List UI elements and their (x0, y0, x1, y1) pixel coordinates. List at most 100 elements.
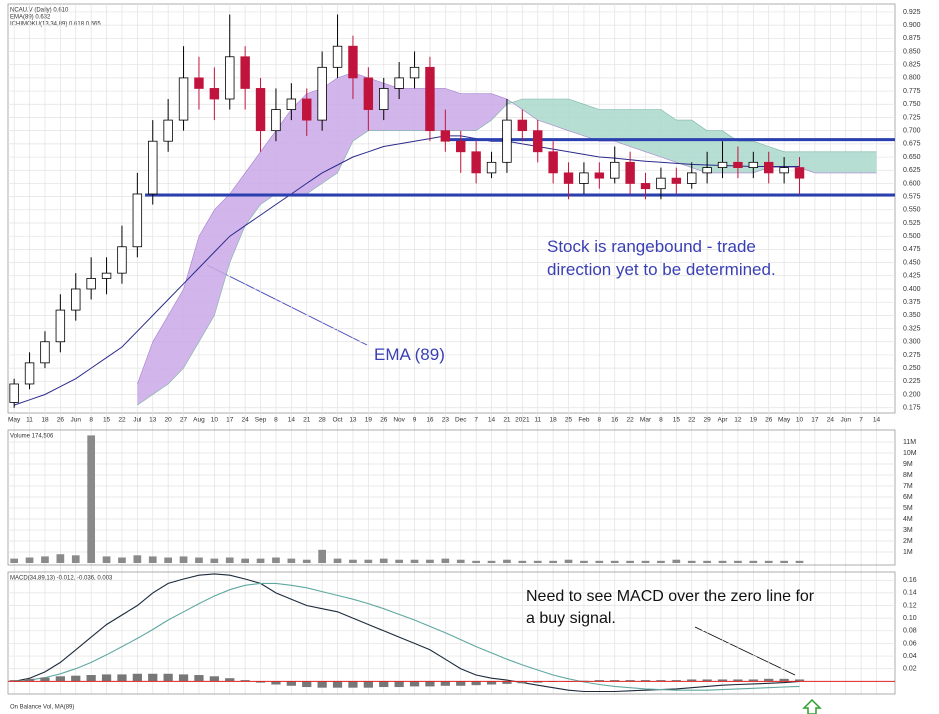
volume-bar (272, 557, 280, 564)
macd-line (14, 582, 800, 691)
y-tick-label: 0.625 (903, 167, 921, 174)
macd-histogram-bar (394, 681, 404, 688)
volume-bar (333, 558, 342, 564)
y-tick-label: 6M (903, 494, 913, 501)
candle-body (671, 177, 682, 184)
volume-bar (379, 558, 388, 564)
candle-body (594, 172, 605, 179)
cloud-segment (537, 98, 554, 126)
volume-bar (395, 559, 403, 564)
candle-body (702, 167, 712, 174)
cloud-segment (861, 151, 877, 173)
x-tick-label: Nov (393, 417, 405, 424)
volume-bar (10, 558, 19, 564)
macd-histogram-bar (317, 681, 327, 688)
volume-bar (472, 560, 480, 564)
cloud-segment (614, 109, 631, 147)
x-tick-label: 9 (413, 417, 417, 424)
x-tick-label: 14 (288, 417, 296, 424)
y-tick-label: 0.325 (903, 325, 921, 332)
x-tick-label: 15 (673, 417, 681, 424)
x-tick-label: 13 (349, 417, 357, 424)
macd-histogram-bar (255, 681, 266, 683)
candle-body (409, 66, 420, 79)
candle-body (394, 77, 404, 89)
macd-histogram-bar (456, 681, 466, 686)
macd-histogram-bar (302, 681, 312, 688)
y-tick-label: 0.575 (903, 193, 921, 200)
x-tick-label: 15 (103, 417, 111, 424)
candle-body (194, 77, 204, 89)
macd-histogram-bar (502, 681, 512, 684)
candle-body (640, 183, 651, 190)
x-tick-label: 22 (118, 417, 126, 424)
macd-histogram-bar (209, 676, 219, 682)
x-tick-label: 19 (365, 417, 373, 424)
volume-bar (503, 559, 511, 564)
cloud-segment (814, 151, 831, 173)
legend-entry: MACD(34,89,13) -0.012, -0.036, 0.003 (10, 576, 113, 582)
legend-entry: EMA(89) 0.632 (10, 15, 51, 21)
volume-bar (210, 558, 219, 564)
cloud-segment (491, 93, 507, 121)
x-tick-label: 26 (765, 417, 773, 424)
y-tick-label: 0.375 (903, 299, 921, 306)
y-tick-label: 0.875 (903, 35, 921, 42)
y-tick-label: 0.175 (903, 405, 921, 412)
candle-body (533, 130, 543, 153)
y-tick-label: 0.12 (903, 602, 917, 609)
macd-histogram-bar (24, 678, 35, 682)
cloud-segment (830, 151, 846, 173)
y-tick-label: 9M (903, 461, 913, 468)
volume-bar (626, 560, 634, 564)
candle-body (148, 140, 158, 195)
candle-body (764, 161, 774, 174)
cloud-segment (784, 151, 800, 168)
volume-bar (148, 556, 157, 564)
macd-histogram-bar (286, 681, 296, 686)
y-tick-label: 0.02 (903, 666, 917, 673)
x-tick-label: 19 (750, 417, 758, 424)
candle-body (86, 278, 96, 290)
volume-bar (133, 555, 142, 564)
legend-entry: ICHIMOKU(13,34,89) 0.618 0.665 (10, 22, 101, 28)
candle-body (548, 151, 558, 174)
x-tick-label: Jun (840, 417, 851, 424)
x-tick-label: 17 (226, 417, 234, 424)
y-tick-label: 0.04 (903, 653, 917, 660)
volume-bar (87, 435, 96, 564)
x-tick-label: 24 (827, 417, 835, 424)
volume-bar (595, 560, 604, 564)
x-tick-label: 8 (89, 417, 93, 424)
candle-body (132, 193, 143, 248)
volume-bar (318, 549, 326, 564)
macd-histogram-bar (656, 680, 666, 682)
x-tick-label: Jul (133, 417, 142, 424)
macd-annotation: Need to see MACD over the zero line for … (526, 588, 815, 627)
macd-histogram-bar (794, 679, 805, 682)
volume-bar (302, 559, 311, 564)
y-tick-label: 0.550 (903, 207, 921, 214)
cloud-segment (522, 98, 538, 121)
y-tick-label: 0.300 (903, 339, 921, 346)
y-tick-label: 3M (903, 527, 913, 534)
candle-body (55, 309, 66, 343)
volume-bar (456, 559, 465, 564)
y-tick-label: 5M (903, 505, 913, 512)
candle-body (178, 77, 189, 121)
volume-bar (718, 560, 727, 564)
volume-bar (256, 558, 265, 564)
y-tick-label: 10M (903, 450, 917, 457)
x-tick-label: Jun (71, 417, 82, 424)
cloud-segment (660, 109, 677, 163)
volume-bar (549, 560, 557, 564)
candle-body (425, 66, 435, 132)
candle-body (348, 45, 358, 79)
cloud-segment (553, 98, 569, 131)
candle-body (209, 88, 220, 100)
x-tick-label: 2021 (515, 417, 530, 424)
candle-body (379, 88, 389, 110)
cloud-segment (214, 193, 230, 316)
volume-bar (225, 557, 234, 564)
